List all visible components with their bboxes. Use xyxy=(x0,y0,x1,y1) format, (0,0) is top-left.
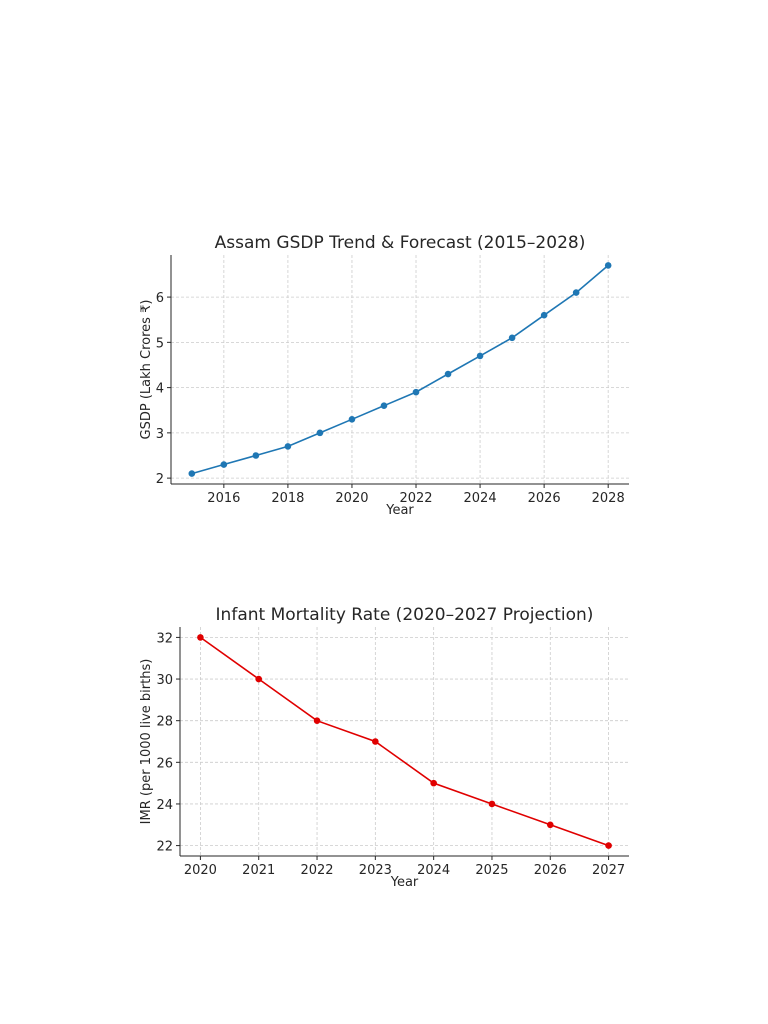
y-axis-label: GSDP (Lakh Crores ₹) xyxy=(139,300,154,440)
chart-title: Infant Mortality Rate (2020–2027 Project… xyxy=(216,605,594,625)
data-point xyxy=(444,370,452,378)
plot-area xyxy=(180,627,629,856)
data-point xyxy=(546,821,554,829)
y-tick-label: 30 xyxy=(156,673,173,688)
y-tick-label: 32 xyxy=(156,631,173,646)
data-point xyxy=(255,675,263,683)
x-tick-label: 2022 xyxy=(300,863,333,878)
data-point xyxy=(476,352,484,360)
x-tick-label: 2018 xyxy=(271,491,304,506)
x-tick-label: 2024 xyxy=(417,863,450,878)
data-point xyxy=(348,415,356,423)
data-point xyxy=(412,388,420,396)
data-point xyxy=(188,470,196,477)
data-point xyxy=(430,779,437,787)
x-tick-label: 2024 xyxy=(464,491,497,506)
data-point xyxy=(488,800,496,808)
x-tick-label: 2026 xyxy=(534,863,567,878)
data-point xyxy=(220,461,228,468)
x-axis-label: Year xyxy=(385,503,414,518)
series-line xyxy=(199,636,609,847)
x-axis-label: Year xyxy=(390,875,419,890)
x-tick-label: 2023 xyxy=(359,863,392,878)
plot-area xyxy=(171,255,629,484)
x-tick-label: 2026 xyxy=(528,491,561,506)
y-tick-label: 24 xyxy=(156,798,173,813)
data-point xyxy=(380,402,388,410)
x-tick-label: 2028 xyxy=(592,491,625,506)
y-tick-label: 2 xyxy=(156,472,164,487)
data-point xyxy=(540,311,548,319)
y-tick-label: 28 xyxy=(156,715,173,730)
data-point xyxy=(316,429,324,437)
data-point xyxy=(508,334,516,342)
gsdp-chart: 2016 2018 2020 2022 2024 2026 2028 2 3 4 5 6 Assam G… xyxy=(139,233,629,518)
imr-chart: 2020 2021 2022 2023 2024 2025 2026 2027 22 24 26 28… xyxy=(139,605,629,890)
x-tick-label: 2020 xyxy=(335,491,368,506)
chart-title: Assam GSDP Trend & Forecast (2015–2028) xyxy=(215,233,586,253)
y-tick-label: 4 xyxy=(156,382,164,397)
y-tick-label: 3 xyxy=(156,427,164,442)
x-tick-label: 2027 xyxy=(592,863,625,878)
data-point xyxy=(572,289,580,296)
series-line xyxy=(191,264,609,475)
y-axis-label: IMR (per 1000 live births) xyxy=(139,659,154,825)
x-tick-label: 2016 xyxy=(207,491,240,506)
data-point xyxy=(197,634,204,641)
data-point xyxy=(252,452,260,459)
x-tick-label: 2021 xyxy=(242,863,275,878)
data-point xyxy=(372,738,379,745)
y-tick-label: 22 xyxy=(156,840,173,855)
data-point xyxy=(313,717,321,724)
x-tick-label: 2022 xyxy=(399,491,432,506)
x-tick-label: 2020 xyxy=(184,863,217,878)
data-point xyxy=(605,842,612,849)
y-tick-label: 5 xyxy=(156,336,164,351)
y-tick-label: 6 xyxy=(156,291,164,306)
y-tick-label: 26 xyxy=(156,756,173,771)
data-point xyxy=(284,443,292,450)
data-point xyxy=(604,262,612,269)
x-tick-label: 2025 xyxy=(475,863,508,878)
